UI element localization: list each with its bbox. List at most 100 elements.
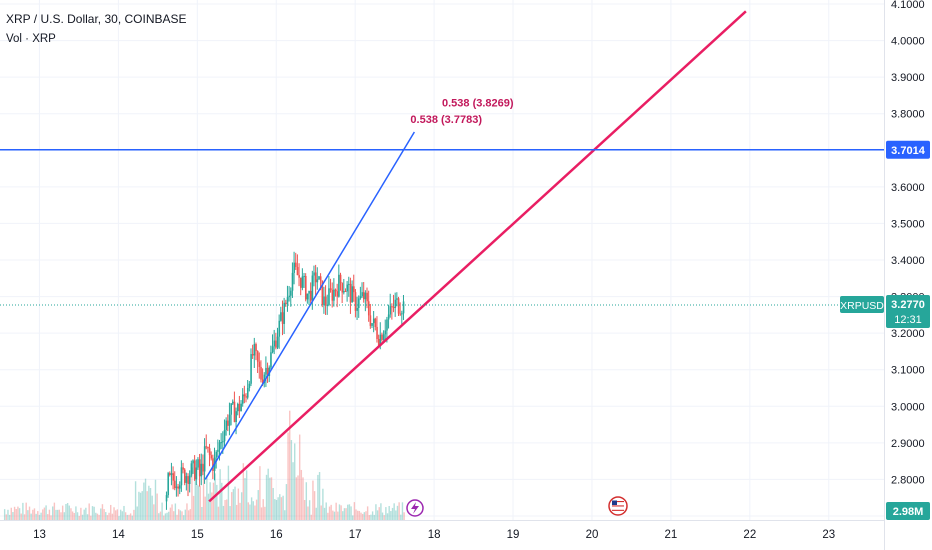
x-tick-label: 13 xyxy=(33,529,46,541)
volume-bar xyxy=(176,514,178,520)
candle-body xyxy=(172,473,174,481)
volume-bar xyxy=(385,507,387,520)
candle-body xyxy=(253,344,256,356)
volume-bar xyxy=(302,477,304,520)
candle-body xyxy=(351,286,353,303)
x-tick-label: 14 xyxy=(112,529,125,541)
volume-bar xyxy=(358,510,361,520)
candle-body xyxy=(290,290,292,296)
volume-bar xyxy=(164,513,167,520)
candle-body xyxy=(331,289,334,301)
volume-bar xyxy=(166,512,168,520)
volume-bar xyxy=(151,495,153,520)
candle-body xyxy=(401,313,403,315)
volume-bar xyxy=(156,493,158,520)
volume-bar xyxy=(10,507,12,520)
horizontal-level-label-bg xyxy=(886,140,930,159)
volume-bar xyxy=(65,503,67,520)
volume-bar xyxy=(143,482,145,520)
volume-bar xyxy=(310,514,312,520)
volume-bar xyxy=(17,506,19,520)
volume-bar xyxy=(189,509,191,520)
candle-body xyxy=(379,334,382,346)
lightning-icon[interactable] xyxy=(406,499,424,517)
lightning-glyph xyxy=(411,502,419,514)
volume-bar xyxy=(318,472,321,520)
flag-stripe xyxy=(612,503,624,505)
candle-body xyxy=(278,320,281,337)
volume-bar xyxy=(45,505,47,520)
candle-body xyxy=(339,274,342,284)
blue-trendline[interactable] xyxy=(204,131,416,480)
volume-bar xyxy=(368,515,370,520)
candle-body xyxy=(286,297,289,305)
volume-bar xyxy=(154,479,157,520)
volume-bar xyxy=(277,497,279,520)
volume-bar xyxy=(30,513,32,520)
candle-body xyxy=(261,379,264,384)
flag-stripe xyxy=(612,507,624,509)
y-tick-label: 3.8000 xyxy=(891,109,925,121)
volume-bar xyxy=(134,481,137,520)
events[interactable] xyxy=(406,496,628,517)
volume-bar xyxy=(260,507,263,520)
symbol-title[interactable]: XRP / U.S. Dollar, 30, COINBASE xyxy=(6,12,187,26)
volume-bar xyxy=(347,504,349,520)
candle-body xyxy=(283,302,286,324)
volume-bar xyxy=(292,462,294,520)
volume-bar xyxy=(360,512,362,520)
candle-body xyxy=(285,302,287,305)
symbol-tag-bg xyxy=(840,295,884,313)
volume-bar xyxy=(83,509,85,520)
pink-trendline[interactable] xyxy=(208,10,747,503)
volume-bar xyxy=(73,512,75,520)
candle-body xyxy=(223,429,226,442)
volume-bar xyxy=(76,512,79,520)
volume-bar xyxy=(232,489,235,520)
candle-body xyxy=(334,289,337,292)
volume-bar xyxy=(211,492,213,520)
volume-bar xyxy=(12,512,14,520)
volume-bar xyxy=(338,504,341,520)
volume-bar xyxy=(35,513,37,520)
volume-bar xyxy=(343,508,346,520)
volume-bar xyxy=(356,510,359,520)
volume-bar xyxy=(131,515,133,520)
volume-bar xyxy=(391,507,394,520)
volume-bar xyxy=(15,509,17,520)
volume-bar xyxy=(53,502,56,520)
volume-bar xyxy=(100,508,102,520)
volume-bar xyxy=(47,514,49,520)
candle-body xyxy=(359,296,362,299)
volume-bar xyxy=(163,515,165,520)
candle-body xyxy=(260,366,262,380)
flag-canton xyxy=(612,500,617,505)
volume-bar xyxy=(159,511,162,520)
candle-body xyxy=(192,460,194,464)
volume-bar xyxy=(298,434,301,520)
candle-body xyxy=(203,446,206,472)
candle-body xyxy=(235,411,237,423)
volume-legend[interactable]: Vol · XRP xyxy=(6,33,56,45)
volume-bar xyxy=(312,480,314,520)
volume-bar xyxy=(259,466,261,520)
volume-bar xyxy=(234,486,236,520)
candle-body xyxy=(245,396,247,398)
volume-bar xyxy=(98,514,100,520)
volume-bar xyxy=(48,509,51,520)
volume-label: 2.98M xyxy=(893,506,924,518)
candle-body xyxy=(225,420,228,430)
candle-body xyxy=(265,367,267,375)
price-axis-panel[interactable] xyxy=(884,0,932,550)
candle-body xyxy=(195,467,198,480)
candle-body xyxy=(354,292,357,311)
volume-bar xyxy=(80,507,82,520)
volume-bar xyxy=(330,504,332,520)
candle-body xyxy=(377,338,380,346)
volume-bar xyxy=(194,479,196,520)
us-flag-icon[interactable] xyxy=(608,496,628,516)
candle-body xyxy=(313,272,315,276)
drawings[interactable] xyxy=(0,10,884,503)
